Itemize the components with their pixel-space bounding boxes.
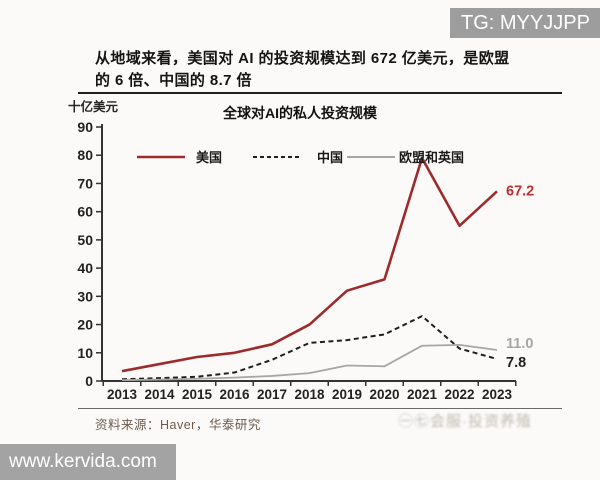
y-tick-label: 60 — [77, 204, 93, 220]
headline-line1: 从地域来看，美国对 AI 的投资规模达到 672 亿美元，是欧盟 — [95, 50, 510, 67]
source-note: 资料来源：Haver，华泰研究 — [95, 418, 261, 432]
x-tick-label: 2020 — [369, 387, 399, 402]
figure-bottom-divider — [78, 408, 562, 409]
x-tick-label: 2022 — [444, 387, 474, 402]
website-badge: www.kervida.com — [0, 444, 176, 480]
x-tick-label: 2013 — [107, 387, 138, 402]
headline: 从地域来看，美国对 AI 的投资规模达到 672 亿美元，是欧盟 的 6 倍、中… — [95, 48, 570, 92]
series-end-label-0: 67.2 — [506, 183, 534, 199]
x-tick-label: 2023 — [482, 387, 513, 402]
x-tick-label: 2016 — [219, 387, 250, 402]
x-tick-label: 2017 — [257, 387, 287, 402]
x-tick-label: 2019 — [332, 387, 362, 402]
x-tick-label: 2014 — [144, 387, 175, 402]
series-end-label-2: 11.0 — [506, 336, 533, 352]
series-line-0 — [121, 156, 498, 373]
telegram-badge: TG: MYYJJPP — [450, 8, 600, 38]
x-tick-label: 2021 — [407, 387, 438, 402]
series-line-2 — [121, 343, 498, 382]
y-tick-label: 90 — [77, 119, 93, 135]
legend-label-1: 中国 — [317, 150, 343, 165]
y-tick-label: 30 — [77, 288, 93, 304]
y-axis-unit-label: 十亿美元 — [68, 100, 119, 114]
x-tick-label: 2018 — [294, 387, 325, 402]
legend-label-0: 美国 — [196, 150, 222, 165]
y-tick-label: 20 — [77, 317, 93, 333]
legend-label-2: 欧盟和英国 — [399, 150, 464, 165]
y-tick-label: 70 — [77, 175, 93, 191]
y-tick-label: 80 — [77, 147, 93, 163]
y-tick-label: 0 — [85, 373, 93, 389]
series-end-label-1: 7.8 — [506, 355, 526, 371]
chart-title: 全球对AI的私人投资规模 — [223, 105, 377, 121]
y-tick-label: 50 — [77, 232, 93, 248]
headline-line2: 的 6 倍、中国的 8.7 倍 — [95, 72, 252, 89]
headline-divider — [78, 92, 562, 94]
y-tick-label: 10 — [77, 345, 93, 361]
series-line-1 — [121, 315, 498, 381]
y-tick-label: 40 — [77, 260, 93, 276]
x-tick-label: 2015 — [182, 387, 213, 402]
publisher-watermark-illegible: ㊀㊆会服·投资养殖 — [398, 413, 532, 430]
